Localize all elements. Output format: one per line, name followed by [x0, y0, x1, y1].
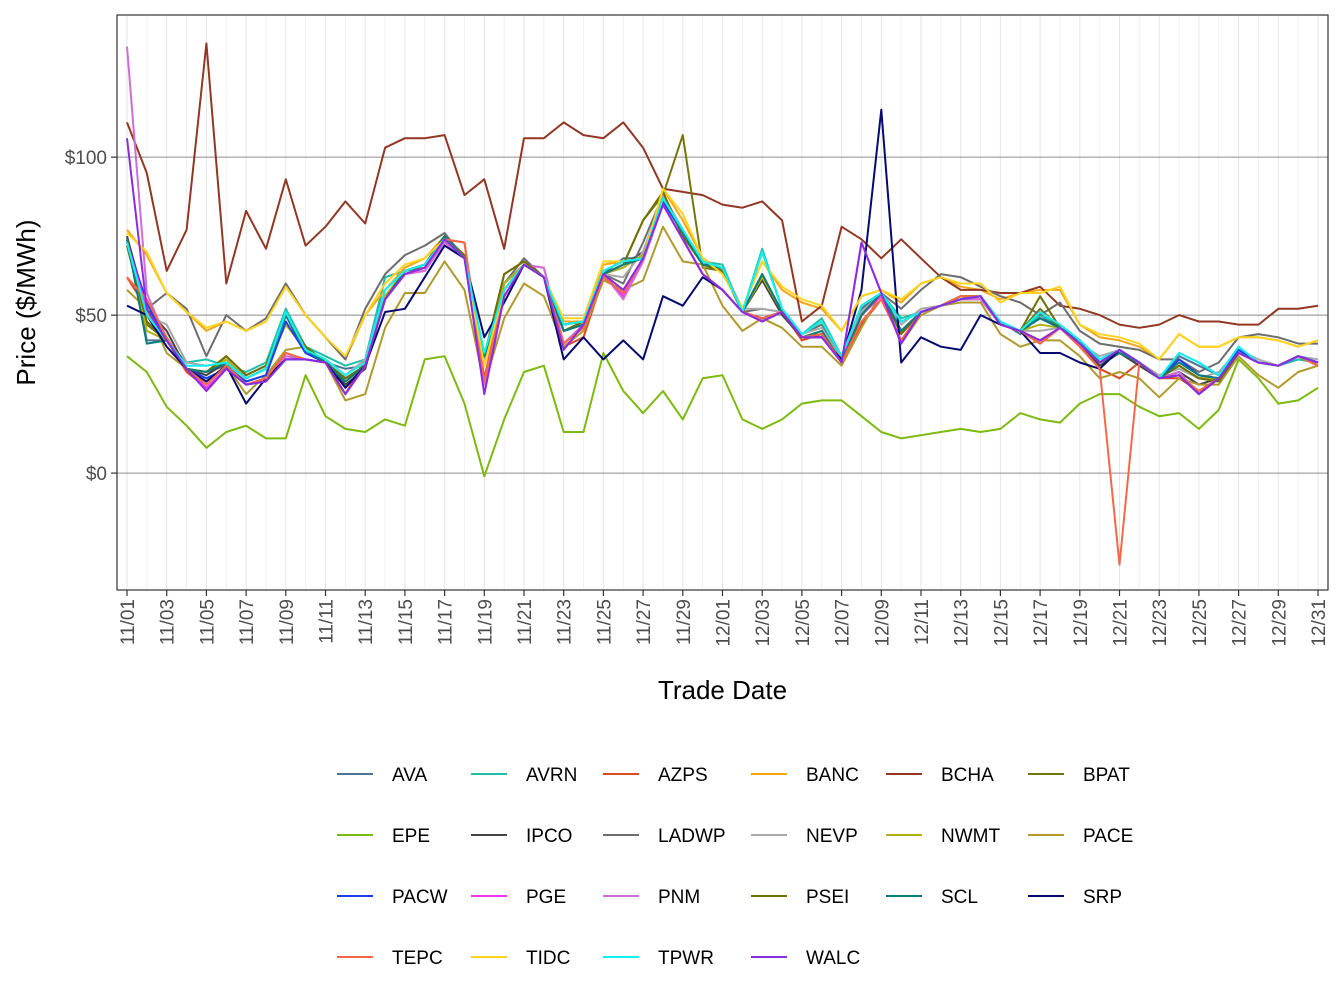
grid	[117, 15, 1328, 590]
legend-item-ipco: IPCO	[471, 826, 572, 847]
x-tick-label: 12/29	[1269, 599, 1290, 647]
x-tick-label: 12/31	[1309, 599, 1330, 647]
x-tick-label: 12/09	[872, 599, 893, 647]
series-line-walc	[126, 138, 1319, 396]
legend-item-pace: PACE	[1028, 826, 1133, 847]
y-axis-title: Price ($/MWh)	[11, 219, 41, 385]
x-tick-label: 11/01	[118, 599, 139, 645]
x-tick-label: 11/13	[356, 599, 377, 645]
x-tick-label: 11/23	[555, 599, 576, 645]
legend-label: AVRN	[526, 765, 577, 786]
legend-item-ava: AVA	[337, 765, 428, 786]
x-tick-label: 12/11	[912, 599, 933, 645]
x-tick-label: 11/27	[634, 599, 655, 645]
y-tick-label: $0	[86, 464, 107, 485]
legend-item-epe: EPE	[337, 826, 430, 847]
legend-item-tpwr: TPWR	[603, 948, 714, 969]
series-line-bcha	[126, 42, 1319, 329]
x-tick-label: 11/25	[594, 599, 615, 645]
x-tick-label: 12/17	[1031, 599, 1052, 647]
y-tick-label: $100	[65, 148, 107, 169]
x-tick-label: 12/01	[714, 599, 735, 647]
legend-item-scl: SCL	[886, 887, 978, 908]
x-tick-label: 12/25	[1190, 599, 1211, 647]
legend-label: EPE	[392, 826, 430, 847]
x-tick-label: 12/07	[833, 599, 854, 647]
legend-label: IPCO	[526, 826, 572, 847]
x-tick-label: 11/09	[277, 599, 298, 645]
series-lines	[126, 42, 1319, 566]
legend-item-pnm: PNM	[603, 887, 700, 908]
x-tick-label: 12/19	[1071, 599, 1092, 647]
legend-item-banc: BANC	[751, 765, 859, 786]
legend-item-ladwp: LADWP	[603, 826, 726, 847]
legend-label: PSEI	[806, 887, 849, 908]
x-tick-label: 11/21	[515, 599, 536, 645]
y-tick-label: $50	[75, 306, 107, 327]
legend-label: TEPC	[392, 948, 443, 969]
x-tick-label: 12/21	[1111, 599, 1132, 647]
legend-item-tidc: TIDC	[471, 948, 570, 969]
x-tick-label: 12/03	[753, 599, 774, 647]
series-line-epe	[126, 352, 1319, 478]
x-tick-label: 12/27	[1230, 599, 1251, 647]
legend-label: SCL	[941, 887, 978, 908]
x-axis-title: Trade Date	[658, 675, 787, 705]
x-tick-label: 11/03	[158, 599, 179, 645]
x-tick-label: 11/17	[436, 599, 457, 645]
legend-item-nevp: NEVP	[751, 826, 858, 847]
x-tick-label: 11/29	[674, 599, 695, 645]
legend-item-azps: AZPS	[603, 765, 708, 786]
legend-label: LADWP	[658, 826, 726, 847]
y-axis: $0 $50 $100	[65, 148, 117, 485]
legend-item-bpat: BPAT	[1028, 765, 1130, 786]
x-tick-label: 11/05	[197, 599, 218, 645]
legend-label: WALC	[806, 948, 860, 969]
legend-label: PNM	[658, 887, 700, 908]
legend-label: BANC	[806, 765, 859, 786]
legend-item-avrn: AVRN	[471, 765, 577, 786]
x-tick-label: 11/19	[475, 599, 496, 645]
x-tick-label: 11/07	[237, 599, 258, 645]
legend-item-pge: PGE	[471, 887, 566, 908]
legend-label: AVA	[392, 765, 428, 786]
x-tick-label: 12/23	[1150, 599, 1171, 647]
legend-label: TIDC	[526, 948, 570, 969]
legend-label: BCHA	[941, 765, 994, 786]
legend-label: TPWR	[658, 948, 714, 969]
legend-item-bcha: BCHA	[886, 765, 994, 786]
legend-item-pacw: PACW	[337, 887, 448, 908]
legend-label: NEVP	[806, 826, 858, 847]
x-axis: 11/01 11/03 11/05 11/07 11/09 11/11 11/13 11/15…	[118, 590, 1330, 647]
legend-label: PACW	[392, 887, 448, 908]
x-tick-label: 12/13	[952, 599, 973, 647]
legend-item-tepc: TEPC	[337, 948, 443, 969]
legend-item-nwmt: NWMT	[886, 826, 1000, 847]
legend-item-walc: WALC	[751, 948, 860, 969]
legend-label: PACE	[1083, 826, 1133, 847]
x-tick-label: 11/11	[317, 599, 338, 644]
legend-label: BPAT	[1083, 765, 1130, 786]
x-tick-label: 12/15	[991, 599, 1012, 647]
legend-label: PGE	[526, 887, 566, 908]
legend-item-psei: PSEI	[751, 887, 849, 908]
x-tick-label: 11/15	[396, 599, 417, 645]
legend-label: SRP	[1083, 887, 1122, 908]
legend-label: AZPS	[658, 765, 708, 786]
legend-label: NWMT	[941, 826, 1000, 847]
legend: AVA AVRN AZPS BANC BCHA BPAT EPE IPCO LADWP NEVP N…	[337, 765, 1133, 969]
series-line-tidc	[126, 187, 1319, 367]
x-tick-label: 12/05	[793, 599, 814, 647]
legend-item-srp: SRP	[1028, 887, 1122, 908]
